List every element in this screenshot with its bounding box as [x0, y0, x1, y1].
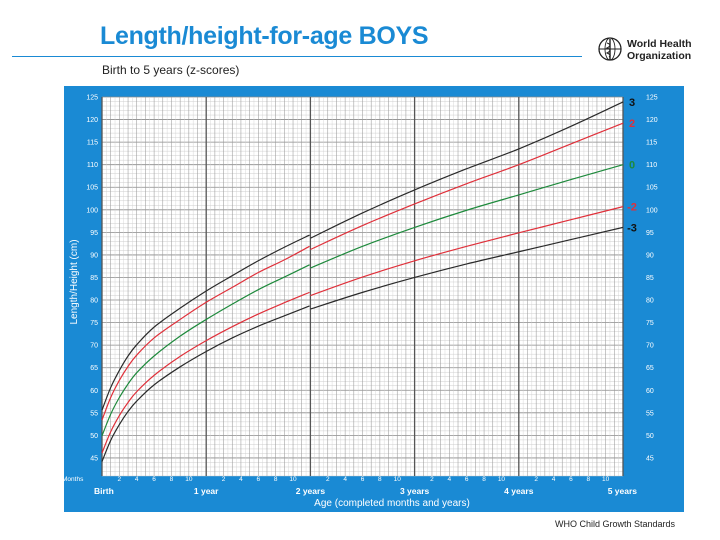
x-axis-label: Age (completed months and years) [314, 498, 470, 509]
x-month-tick-label: 4 [135, 476, 139, 483]
x-month-tick-label: 8 [586, 476, 590, 483]
x-month-tick-label: 2 [118, 476, 122, 483]
z-score-label: 0 [629, 160, 635, 172]
series-line-z2 [101, 122, 624, 421]
y-tick-label-left: 115 [87, 140, 98, 147]
z-score-label: 2 [629, 118, 635, 130]
x-month-tick-label: 10 [498, 476, 506, 483]
y-tick-label-right: 100 [646, 207, 658, 214]
y-tick-label-left: 80 [90, 298, 98, 305]
grid [101, 96, 624, 477]
y-tick-label-right: 120 [646, 117, 658, 124]
y-axis-label: Length/Height (cm) [69, 239, 80, 324]
y-tick-label-right: 80 [646, 298, 654, 305]
page-subtitle: Birth to 5 years (z-scores) [102, 63, 240, 77]
x-month-tick-label: 8 [274, 476, 278, 483]
y-tick-label-left: 65 [90, 365, 98, 372]
x-month-tick-label: 10 [289, 476, 297, 483]
x-ticks: 2 4 6 8 10 2 4 6 8 10 2 4 6 8 10 2 4 6 8 10 2 4 6 8 10 Birth 1 yea… [94, 476, 637, 496]
x-month-tick-label: 8 [482, 476, 486, 483]
x-month-tick-label: 2 [326, 476, 330, 483]
x-month-tick-label: 4 [239, 476, 243, 483]
x-month-tick-label: 8 [378, 476, 382, 483]
y-tick-label-left: 105 [86, 185, 98, 192]
org-name-line1: World Health [627, 38, 692, 50]
who-logo: World Health Organization [597, 36, 697, 66]
y-tick-label-left: 85 [90, 275, 98, 282]
x-month-tick-label: 6 [465, 476, 469, 483]
z-score-label: 3 [629, 97, 635, 109]
y-tick-label-right: 125 [646, 95, 658, 102]
y-tick-label-right: 55 [646, 410, 654, 417]
x-month-tick-label: 4 [448, 476, 452, 483]
page-title: Length/height-for-age BOYS [100, 22, 429, 50]
y-tick-label-right: 110 [646, 162, 657, 169]
x-month-tick-label: 8 [170, 476, 174, 483]
org-name: World Health Organization [627, 38, 692, 62]
y-tick-label-right: 95 [646, 230, 654, 237]
series-line-zneg3 [101, 226, 624, 462]
x-year-tick-label: 2 years [296, 486, 326, 496]
y-tick-label-right: 45 [646, 455, 654, 462]
title-divider [12, 56, 582, 57]
y-tick-label-right: 70 [646, 343, 654, 350]
months-label: Months [62, 476, 84, 483]
z-score-label: -3 [627, 222, 637, 234]
x-month-tick-label: 6 [361, 476, 365, 483]
x-month-tick-label: 6 [152, 476, 156, 483]
y-tick-label-right: 85 [646, 275, 654, 282]
series-line-zneg2 [101, 206, 624, 454]
x-month-tick-label: 6 [256, 476, 260, 483]
x-year-tick-label: 4 years [504, 486, 534, 496]
y-tick-label-left: 55 [90, 410, 98, 417]
x-month-tick-label: 4 [552, 476, 556, 483]
y-tick-label-left: 95 [90, 230, 98, 237]
y-tick-label-right: 105 [646, 185, 658, 192]
x-month-tick-label: 2 [430, 476, 434, 483]
z-score-label: -2 [627, 202, 637, 214]
y-tick-label-right: 115 [646, 140, 657, 147]
y-tick-label-left: 110 [87, 162, 98, 169]
series-lines [101, 101, 624, 462]
x-month-tick-label: 4 [343, 476, 347, 483]
y-tick-label-right: 65 [646, 365, 654, 372]
y-tick-label-left: 50 [90, 433, 98, 440]
y-tick-label-left: 60 [90, 388, 98, 395]
y-tick-label-right: 60 [646, 388, 654, 395]
y-tick-label-left: 120 [86, 117, 98, 124]
series-line-z0 [101, 164, 624, 437]
x-year-tick-label: 5 years [608, 486, 638, 496]
y-tick-label-right: 90 [646, 252, 654, 259]
y-tick-label-left: 75 [90, 320, 98, 327]
y-tick-label-right: 50 [646, 433, 654, 440]
who-emblem-icon [598, 37, 622, 61]
footer-text: WHO Child Growth Standards [555, 519, 676, 529]
x-month-tick-label: 2 [222, 476, 226, 483]
series-line-z3 [101, 101, 624, 411]
x-year-tick-label: 1 year [194, 486, 219, 496]
y-tick-label-left: 45 [90, 455, 98, 462]
y-tick-label-left: 100 [86, 207, 98, 214]
y-tick-label-left: 125 [86, 95, 98, 102]
x-month-tick-label: 10 [602, 476, 610, 483]
x-month-tick-label: 10 [394, 476, 402, 483]
y-ticks-right: 45 50 55 60 65 70 75 80 85 90 95 100 105 110 115 120 125 [646, 95, 658, 463]
x-month-tick-label: 2 [534, 476, 538, 483]
org-name-line2: Organization [627, 50, 692, 62]
y-ticks-left: 45 50 55 60 65 70 75 80 85 90 95 100 105 110 115 120 125 [86, 95, 98, 463]
x-year-tick-label: 3 years [400, 486, 430, 496]
z-score-labels: 3 2 0 -2 -3 [627, 97, 637, 234]
y-tick-label-left: 90 [90, 252, 98, 259]
x-month-tick-label: 10 [185, 476, 193, 483]
x-year-tick-label: Birth [94, 486, 114, 496]
y-tick-label-right: 75 [646, 320, 654, 327]
y-tick-label-left: 70 [90, 343, 98, 350]
x-month-tick-label: 6 [569, 476, 573, 483]
